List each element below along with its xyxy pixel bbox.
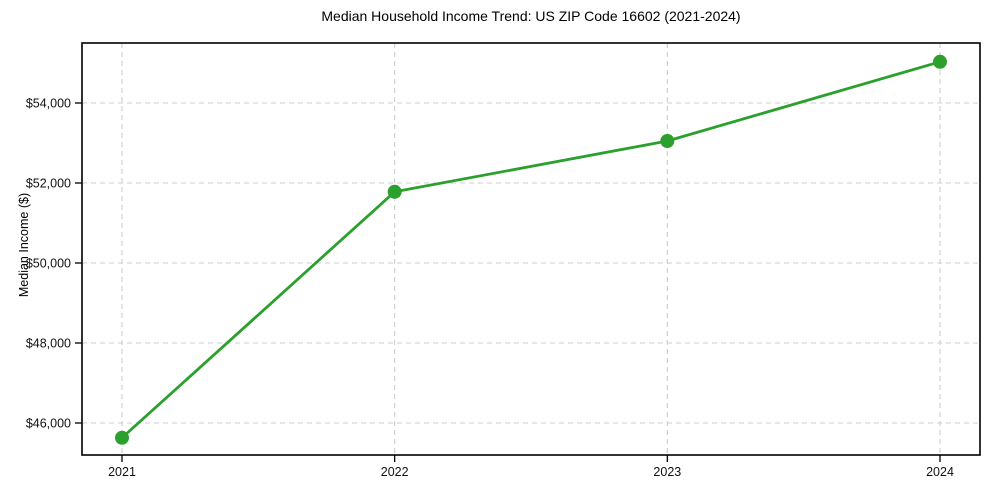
data-point: [933, 54, 947, 69]
y-tick-label: $54,000: [26, 97, 71, 111]
y-tick-label: $48,000: [26, 337, 71, 351]
data-point: [387, 184, 402, 199]
y-tick-label: $52,000: [26, 177, 71, 191]
x-tick-label: 2023: [653, 465, 681, 479]
data-point: [660, 134, 675, 148]
y-tick-label: $50,000: [26, 257, 71, 271]
y-tick-label: $46,000: [26, 417, 71, 431]
axes-frame: [81, 42, 981, 456]
chart-title: Median Household Income Trend: US ZIP Co…: [321, 8, 741, 24]
x-tick-label: 2022: [381, 465, 409, 479]
x-tick-label: 2021: [108, 465, 136, 479]
x-tick-label: 2024: [926, 465, 954, 479]
trend-line: [120, 60, 942, 440]
data-point: [115, 430, 129, 445]
